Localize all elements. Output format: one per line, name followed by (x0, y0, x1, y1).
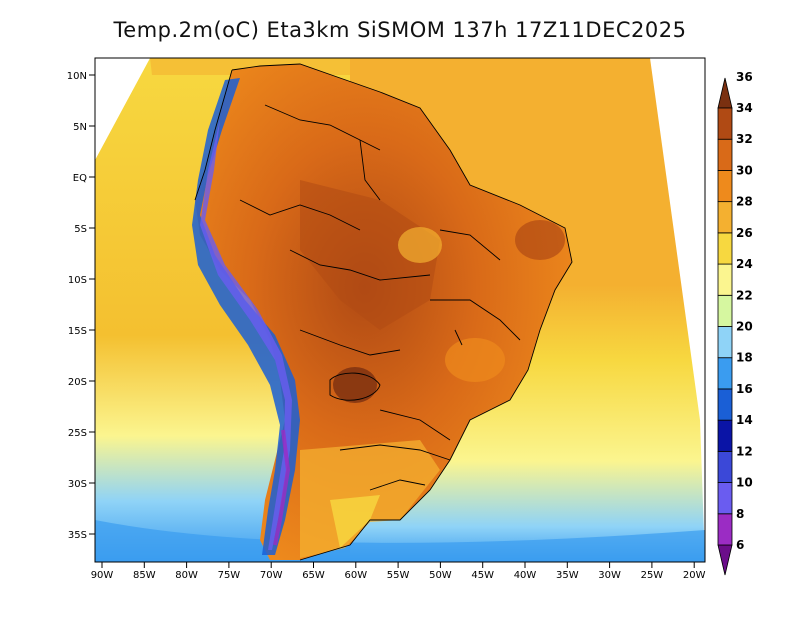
colorbar: 6 8 10 12 14 16 18 20 22 24 26 28 30 32 34 36 (717, 70, 753, 576)
latitude-axis: 10N 5N EQ 5S 10S 15S 20S 25S 30S 35S (67, 71, 95, 541)
colorbar-level-label: 28 (736, 195, 753, 209)
lon-tick-label: 30W (598, 570, 621, 581)
colorbar-swatch (717, 326, 733, 359)
colorbar-swatch (717, 357, 733, 390)
colorbar-level-label: 22 (736, 288, 753, 302)
lat-tick-label: 10N (67, 71, 87, 82)
lat-tick-label: 25S (68, 428, 87, 439)
lon-tick-label: 55W (387, 570, 410, 581)
colorbar-swatch (717, 263, 733, 296)
colorbar-level-label: 20 (736, 320, 753, 334)
colorbar-swatch (717, 170, 733, 203)
colorbar-level-label: 16 (736, 382, 753, 396)
andes-cold-strip (192, 78, 300, 555)
colorbar-level-label: 34 (736, 101, 753, 115)
lat-tick-label: 30S (68, 479, 87, 490)
lat-tick-label: 5N (73, 122, 87, 133)
colorbar-swatch (717, 138, 733, 171)
colorbar-level-label: 32 (736, 132, 753, 146)
colorbar-level-label: 6 (736, 538, 744, 552)
longitude-axis: 90W 85W 80W 75W 70W 65W 60W 55W 50W 45W 40W 35W 30W 2… (91, 562, 706, 581)
lat-tick-label: 35S (68, 530, 87, 541)
lon-tick-label: 65W (302, 570, 325, 581)
lon-tick-label: 20W (683, 570, 706, 581)
colorbar-swatch (717, 201, 733, 234)
lat-tick-label: 15S (68, 326, 87, 337)
map-title: Temp.2m(oC) Eta3km SiSMOM 137h 17Z11DEC2… (113, 18, 687, 42)
political-borders (194, 63, 573, 561)
lon-tick-label: 45W (471, 570, 494, 581)
lon-tick-label: 70W (260, 570, 283, 581)
colorbar-level-label: 18 (736, 351, 753, 365)
colorbar-level-label: 10 (736, 476, 753, 490)
colorbar-swatch (717, 450, 733, 483)
colorbar-swatch (717, 419, 733, 452)
lat-tick-label: EQ (73, 173, 87, 184)
colorbar-level-label: 12 (736, 444, 753, 458)
colorbar-swatch (717, 107, 733, 140)
lon-tick-label: 50W (429, 570, 452, 581)
colorbar-max-arrow (717, 77, 733, 109)
colorbar-level-label: 24 (736, 257, 753, 271)
lon-tick-label: 80W (175, 570, 198, 581)
colorbar-level-label: 36 (736, 70, 753, 84)
lat-tick-label: 10S (68, 275, 87, 286)
colorbar-min-arrow (717, 544, 733, 576)
lat-tick-label: 20S (68, 377, 87, 388)
colorbar-level-label: 14 (736, 413, 753, 427)
lon-tick-label: 25W (641, 570, 664, 581)
lon-tick-label: 75W (218, 570, 241, 581)
lat-tick-label: 5S (74, 224, 87, 235)
colorbar-swatch (717, 388, 733, 421)
colorbar-level-label: 26 (736, 226, 753, 240)
colorbar-level-label: 8 (736, 507, 744, 521)
lon-tick-label: 60W (344, 570, 367, 581)
colorbar-swatch (717, 294, 733, 327)
lon-tick-label: 35W (556, 570, 579, 581)
colorbar-swatch (717, 232, 733, 265)
lon-tick-label: 90W (91, 570, 114, 581)
lon-tick-label: 40W (514, 570, 537, 581)
plot-frame (94, 57, 706, 563)
lon-tick-label: 85W (133, 570, 156, 581)
colorbar-swatch (717, 513, 733, 546)
colorbar-level-label: 30 (736, 163, 753, 177)
colorbar-swatch (717, 482, 733, 515)
